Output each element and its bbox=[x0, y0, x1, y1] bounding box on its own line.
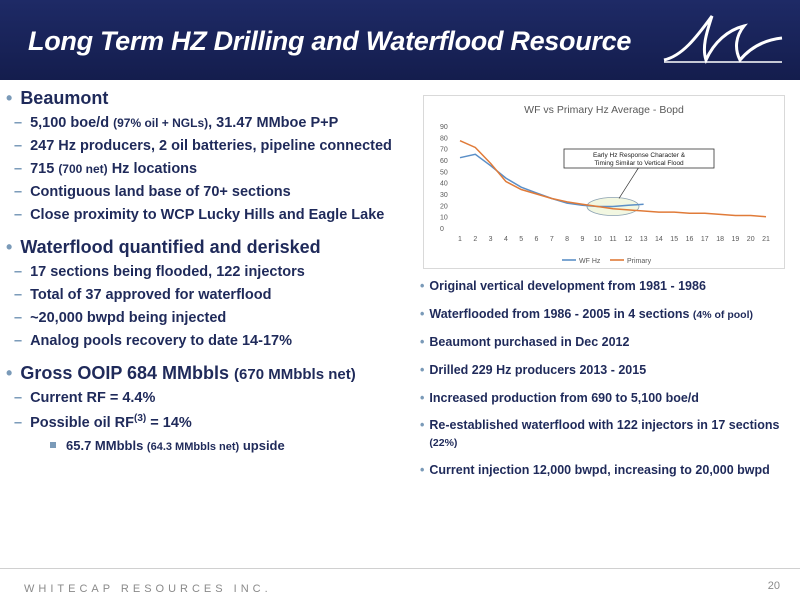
list-item: – Contiguous land base of 70+ sections bbox=[14, 184, 291, 200]
line-chart: WF vs Primary Hz Average - Bopd 0 10 20 30 40… bbox=[440, 104, 770, 265]
y-tick-label: 70 bbox=[440, 147, 448, 154]
list-item: –247 Hz producers, 2 oil batteries, pipe… bbox=[14, 138, 392, 154]
list-item: • Waterflooded from 1986 - 2005 in 4 sect… bbox=[420, 306, 753, 321]
x-tick-label: 21 bbox=[762, 236, 770, 243]
left-panel: • Beaumont –5,100 boe/d (97% oil + NGLs),… bbox=[6, 88, 416, 453]
y-tick-label: 50 bbox=[440, 169, 448, 176]
list-item: –715 (700 net) Hz locations bbox=[14, 161, 198, 177]
x-tick-label: 15 bbox=[670, 236, 678, 243]
x-tick-label: 13 bbox=[640, 236, 648, 243]
chart-title: WF vs Primary Hz Average - Bopd bbox=[524, 104, 684, 116]
bullet-icon: • bbox=[6, 237, 13, 257]
x-tick-label: 10 bbox=[594, 236, 602, 243]
footer-divider bbox=[0, 568, 800, 569]
annotation-box bbox=[563, 148, 715, 169]
x-tick-label: 20 bbox=[747, 236, 755, 243]
sub-sub-item: 65.7 MMbbls (64.3 MMbbls net) upside bbox=[50, 438, 416, 453]
section-ooip: • Gross OOIP 684 MMbbls (670 MMbbls net) … bbox=[6, 363, 416, 453]
y-tick-label: 40 bbox=[440, 181, 448, 188]
bullet-icon: • bbox=[6, 363, 13, 383]
list-item: • Original vertical development from 1981… bbox=[420, 279, 706, 293]
list-item: – Possible oil RF(3) = 14% bbox=[14, 413, 192, 431]
list-item: – Analog pools recovery to date 14-17% bbox=[14, 333, 292, 349]
list-item: – ~20,000 bwpd being injected bbox=[14, 310, 227, 326]
sub-list: –5,100 boe/d (97% oil + NGLs), 31.47 MMb… bbox=[6, 115, 416, 223]
right-bullet-list: • Original vertical development from 1981… bbox=[420, 278, 792, 490]
list-item: • Re-established waterflood with 122 inje… bbox=[420, 418, 780, 450]
sub-list: – Current RF = 4.4% – Possible oil RF(3) =… bbox=[6, 390, 416, 431]
x-tick-label: 8 bbox=[565, 236, 569, 243]
company-logo bbox=[663, 15, 783, 65]
square-bullet-icon bbox=[50, 441, 56, 448]
x-tick-label: 2 bbox=[473, 236, 477, 243]
bullet-icon: • bbox=[6, 88, 13, 108]
y-tick-label: 20 bbox=[440, 203, 448, 210]
section-waterflood: • Waterflood quantified and derisked –17 … bbox=[6, 237, 416, 349]
list-item: – Total of 37 approved for waterflood bbox=[14, 287, 272, 303]
x-tick-label: 1 bbox=[458, 236, 462, 243]
x-tick-label: 19 bbox=[732, 236, 740, 243]
legend-label: WF Hz bbox=[579, 258, 601, 265]
company-name: WHITECAP RESOURCES INC. bbox=[24, 583, 272, 595]
list-item: • Increased production from 690 to 5,100 … bbox=[420, 390, 699, 405]
y-tick-label: 80 bbox=[440, 135, 448, 142]
section-title: Gross OOIP 684 MMbbls bbox=[20, 363, 235, 383]
list-item: – Current RF = 4.4% bbox=[14, 390, 156, 406]
page-title: Long Term HZ Drilling and Waterflood Res… bbox=[28, 26, 632, 56]
x-tick-label: 16 bbox=[686, 236, 694, 243]
legend-label: Primary bbox=[627, 258, 652, 265]
section-beaumont: • Beaumont –5,100 boe/d (97% oil + NGLs),… bbox=[6, 88, 416, 223]
series-line-2 bbox=[459, 140, 767, 218]
annotation-leader bbox=[618, 166, 640, 199]
list-item: – Close proximity to WCP Lucky Hills and … bbox=[14, 207, 385, 223]
y-tick-label: 90 bbox=[440, 124, 448, 131]
y-tick-label: 60 bbox=[440, 158, 448, 165]
y-tick-label: 10 bbox=[440, 215, 448, 222]
x-tick-label: 3 bbox=[489, 236, 493, 243]
list-item: • Beaumont purchased in Dec 2012 bbox=[420, 334, 630, 349]
x-tick-label: 18 bbox=[716, 236, 724, 243]
list-item: –5,100 boe/d (97% oil + NGLs), 31.47 MMb… bbox=[14, 115, 339, 131]
section-title: Waterflood quantified and derisked bbox=[20, 237, 321, 257]
x-tick-label: 9 bbox=[580, 236, 584, 243]
x-tick-label: 11 bbox=[609, 236, 616, 243]
list-item: • Drilled 229 Hz producers 2013 - 2015 bbox=[420, 362, 647, 377]
list-item: –17 sections being flooded, 122 injector… bbox=[14, 264, 305, 280]
sub-list: –17 sections being flooded, 122 injector… bbox=[6, 264, 416, 349]
x-tick-label: 6 bbox=[535, 236, 539, 243]
x-tick-label: 12 bbox=[624, 236, 632, 243]
annotation-text-line: Early Hz Response Character & bbox=[593, 152, 686, 159]
chart-container: WF vs Primary Hz Average - Bopd 0 10 20 30 40… bbox=[423, 95, 785, 269]
x-tick-label: 4 bbox=[504, 236, 508, 243]
list-item: • Current injection 12,000 bwpd, increasi… bbox=[420, 463, 770, 478]
x-tick-label: 14 bbox=[655, 236, 663, 243]
annotation-text-line: Timing Similar to Vertical Flood bbox=[594, 160, 684, 167]
x-tick-label: 17 bbox=[701, 236, 709, 243]
title-banner: Long Term HZ Drilling and Waterflood Res… bbox=[0, 0, 800, 80]
y-tick-label: 0 bbox=[440, 226, 444, 233]
section-title: Beaumont bbox=[20, 88, 109, 108]
x-tick-label: 7 bbox=[550, 236, 554, 243]
y-tick-label: 30 bbox=[440, 192, 448, 199]
x-tick-label: 5 bbox=[519, 236, 523, 243]
page-number: 20 bbox=[767, 580, 780, 592]
